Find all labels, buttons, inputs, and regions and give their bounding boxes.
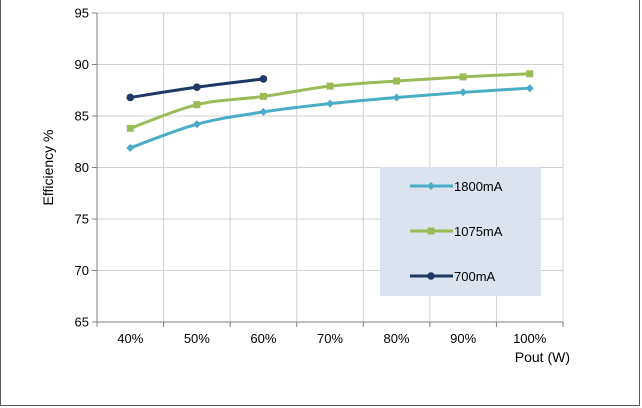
legend-item: 700mA [410,269,496,284]
x-tick-label: 70% [317,331,343,346]
grid [97,12,564,322]
data-point [526,70,534,78]
data-point [259,107,268,116]
data-point [427,272,435,280]
y-tick-label: 95 [75,6,89,21]
axes: 65 70 75 80 85 90 95 40% 50% 60% 70% 80% 90% 100% Pout… [40,6,570,366]
x-tick-label: 90% [450,331,476,346]
data-point [427,227,435,235]
x-tick-label: 100% [513,331,547,346]
x-tick-label: 40% [117,331,143,346]
data-point [393,77,401,85]
data-point [126,124,134,132]
legend-label: 1800mA [454,179,503,194]
legend-label: 700mA [454,269,496,284]
data-point [126,93,135,102]
y-tick-label: 65 [75,315,89,330]
x-axis-title: Pout (W) [515,349,570,365]
data-point [192,120,201,129]
series-line [128,86,532,150]
series-700mA [126,75,268,102]
y-tick-label: 90 [75,57,89,72]
y-tick-label: 75 [75,212,89,227]
series-1800mA [126,84,534,152]
data-point [326,82,334,90]
series-1075mA [126,70,534,132]
data-point [459,73,467,81]
legend-box [380,167,541,296]
y-tick-label: 85 [75,109,89,124]
x-tick-label: 60% [250,331,276,346]
y-axis-title: Efficiency % [40,130,56,206]
data-point [259,92,267,100]
data-point [427,182,435,190]
data-point [193,101,201,109]
data-point [259,75,268,83]
data-point [326,99,334,108]
x-tick-label: 50% [184,331,210,346]
legend-item: 1800mA [410,179,503,194]
legend: 1800mA 1075mA 700mA [380,167,541,296]
y-tick-label: 70 [75,263,89,278]
x-tick-label: 80% [384,331,410,346]
legend-item: 1075mA [410,224,503,239]
y-tick-label: 80 [75,160,89,175]
data-point [193,83,201,91]
data-point [459,88,468,97]
legend-label: 1075mA [454,224,503,239]
data-point [392,93,401,102]
data-point [525,84,534,93]
series-layer [126,70,534,152]
data-point [126,143,135,152]
